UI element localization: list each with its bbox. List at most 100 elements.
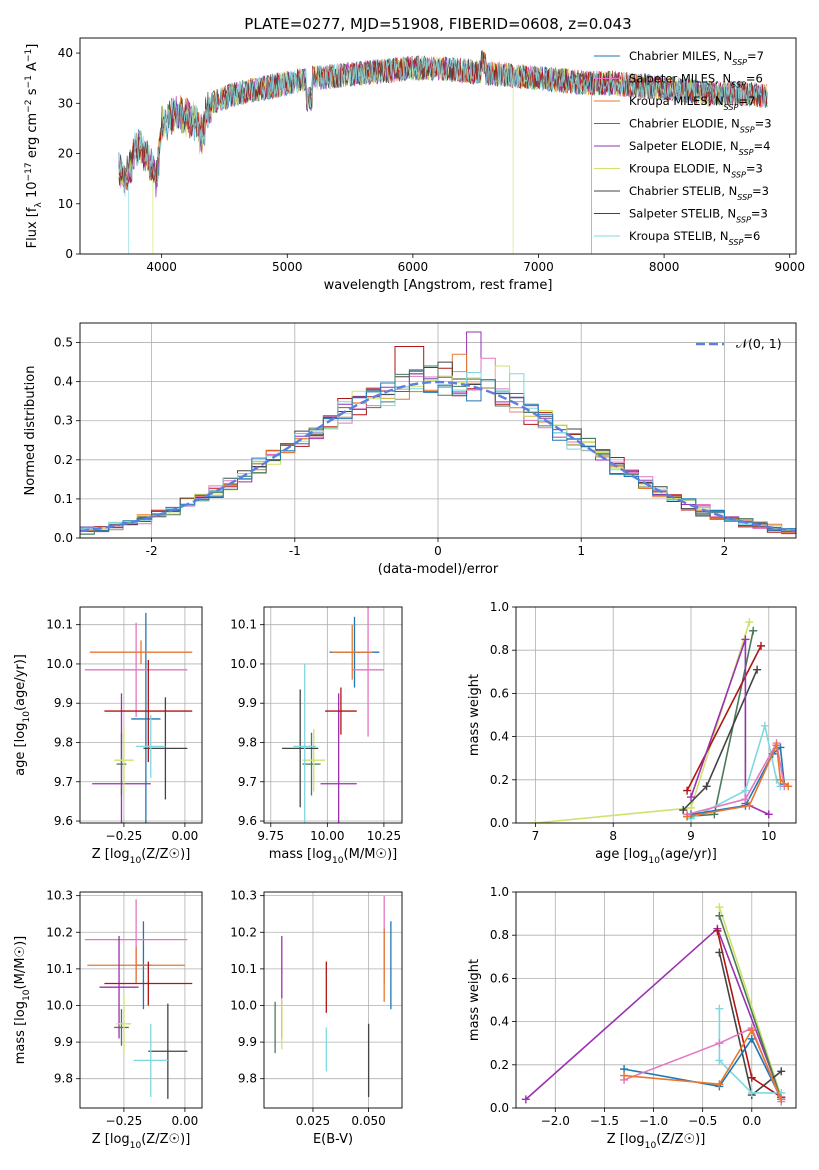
y-tick-label: 0.6 <box>490 971 509 985</box>
plus-marker <box>749 626 758 635</box>
y-tick-label: 10.1 <box>46 618 73 632</box>
y-tick-label: 1.0 <box>490 885 509 899</box>
plus-marker <box>741 635 750 644</box>
x-tick-label: −0.25 <box>106 1114 143 1128</box>
plus-marker <box>777 1095 786 1104</box>
y-tick-label: 0.1 <box>54 492 73 506</box>
y-tick-label: 30 <box>58 96 73 110</box>
y-tick-label: 9.6 <box>54 814 73 828</box>
mass_vs_Z-x-axis-label: Z [log10(Z/Z☉)] <box>92 1132 191 1151</box>
y-tick-label: 0.5 <box>54 336 73 350</box>
legend-entry: Salpeter ELODIE, NSSP=4 <box>629 139 770 157</box>
x-tick-label: 7 <box>532 829 540 843</box>
x-tick-label: 6000 <box>398 260 429 274</box>
y-tick-label: 9.8 <box>238 735 257 749</box>
x-tick-label: 9 <box>687 829 695 843</box>
plus-marker <box>683 812 692 821</box>
y-tick-label: 0.3 <box>54 414 73 428</box>
x-tick-label: −1.5 <box>590 1114 619 1128</box>
y-tick-label: 10.1 <box>230 618 257 632</box>
age_vs_mass-marks <box>282 607 384 823</box>
x-tick-label: −0.25 <box>106 829 143 843</box>
spectrum-panel: 4000 5000 6000 7000 8000 9000 0 10 20 30 40 wavelen… <box>24 37 805 293</box>
age_vs_Z-frame <box>79 606 203 824</box>
mass-weight-line-kroupa-stelib <box>690 722 782 820</box>
normal-reference-curve <box>80 380 796 533</box>
y-tick-label: 0 <box>65 247 73 261</box>
mass_weight_vs_age-y-axis-label: mass weight <box>467 674 482 756</box>
x-tick-label: 0.00 <box>172 1114 199 1128</box>
plus-marker <box>715 1056 724 1065</box>
spectrum-line-salpeter-stelib <box>118 51 768 191</box>
plus-marker <box>753 665 762 674</box>
y-tick-label: 9.7 <box>54 775 73 789</box>
legend-entry: Chabrier STELIB, NSSP=3 <box>629 184 769 202</box>
x-tick-label: 9000 <box>774 260 805 274</box>
y-tick-label: 9.8 <box>54 735 73 749</box>
x-tick-label: −2.0 <box>541 1114 570 1128</box>
plus-marker <box>715 1080 724 1089</box>
mass_vs_ebv-x-axis-label: E(B-V) <box>313 1132 353 1147</box>
x-tick-label: 8000 <box>649 260 680 274</box>
legend-entry: Kroupa MILES, NSSP=7 <box>629 94 755 112</box>
mass-weight-line-salpeter-elodie <box>690 639 770 816</box>
y-tick-label: 9.9 <box>54 1035 73 1049</box>
plus-marker <box>741 795 750 804</box>
plus-marker <box>715 1004 724 1013</box>
mass-weight-line-kroupa-miles <box>624 1028 783 1100</box>
y-tick-label: 1.0 <box>490 600 509 614</box>
y-tick-label: 40 <box>58 46 73 60</box>
plus-marker <box>777 1067 786 1076</box>
y-tick-label: 0.8 <box>490 928 509 942</box>
y-tick-label: 9.6 <box>238 814 257 828</box>
mass-weight-line-kroupa-stelib <box>718 1008 782 1094</box>
y-tick-label: 10 <box>58 197 73 211</box>
spectrum-x-axis-label: wavelength [Angstrom, rest frame] <box>324 278 553 293</box>
y-tick-label: 10.0 <box>230 998 257 1012</box>
y-tick-label: 10.3 <box>46 889 73 903</box>
x-tick-label: -1 <box>289 544 301 558</box>
x-tick-label: −0.5 <box>688 1114 717 1128</box>
legend-entry: Salpeter MILES, NSSP=6 <box>629 72 763 90</box>
plus-marker <box>521 1095 530 1104</box>
age_vs_Z-panel: −0.25 0.00 9.6 9.7 9.8 9.9 10.0 10.1 Z [log10(Z/… <box>13 606 203 866</box>
plus-marker <box>745 618 754 627</box>
x-tick-label: 1 <box>577 544 585 558</box>
mass-weight-line-salpeter-stelib <box>686 645 762 791</box>
age_vs_mass-frame <box>263 606 403 824</box>
y-tick-label: 0.8 <box>490 643 509 657</box>
plus-marker <box>713 926 722 935</box>
age_vs_Z-x-axis-label: Z [log10(Z/Z☉)] <box>92 847 191 866</box>
mass_weight_vs_age-marks <box>531 618 793 823</box>
y-tick-label: 0.0 <box>490 816 509 830</box>
plus-marker <box>747 1073 756 1082</box>
y-tick-label: 10.1 <box>46 962 73 976</box>
y-tick-label: 10.1 <box>230 962 257 976</box>
y-tick-label: 9.9 <box>238 1035 257 1049</box>
y-tick-label: 0.4 <box>490 730 509 744</box>
spectrum-marks <box>118 50 768 254</box>
legend-entry: Chabrier ELODIE, NSSP=3 <box>629 117 772 135</box>
plus-marker <box>687 793 695 802</box>
y-tick-label: 0.2 <box>54 453 73 467</box>
legend-entry: Kroupa STELIB, NSSP=6 <box>629 229 760 247</box>
mass_weight_vs_Z-y-axis-label: mass weight <box>467 959 482 1041</box>
x-tick-label: 9.75 <box>257 829 284 843</box>
plus-marker <box>715 911 724 920</box>
y-tick-label: 10.0 <box>46 657 73 671</box>
y-tick-label: 10.2 <box>230 925 257 939</box>
mass_weight_vs_Z-frame <box>515 891 797 1109</box>
x-tick-label: -2 <box>146 544 158 558</box>
y-tick-label: 10.0 <box>46 998 73 1012</box>
age_vs_mass-panel: 9.75 10.00 10.25 9.6 9.7 9.8 9.9 10.0 10.1 mass [… <box>230 606 403 866</box>
plus-marker <box>715 1039 724 1048</box>
plus-marker <box>784 782 793 791</box>
y-tick-label: 20 <box>58 147 73 161</box>
x-tick-label: 7000 <box>523 260 554 274</box>
residual_histogram-x-axis-label: (data-model)/error <box>378 562 499 577</box>
x-tick-label: 4000 <box>146 260 177 274</box>
x-tick-label: 0 <box>434 544 442 558</box>
plus-marker <box>683 786 692 795</box>
y-tick-label: 0.6 <box>490 686 509 700</box>
plus-marker <box>747 1088 756 1097</box>
